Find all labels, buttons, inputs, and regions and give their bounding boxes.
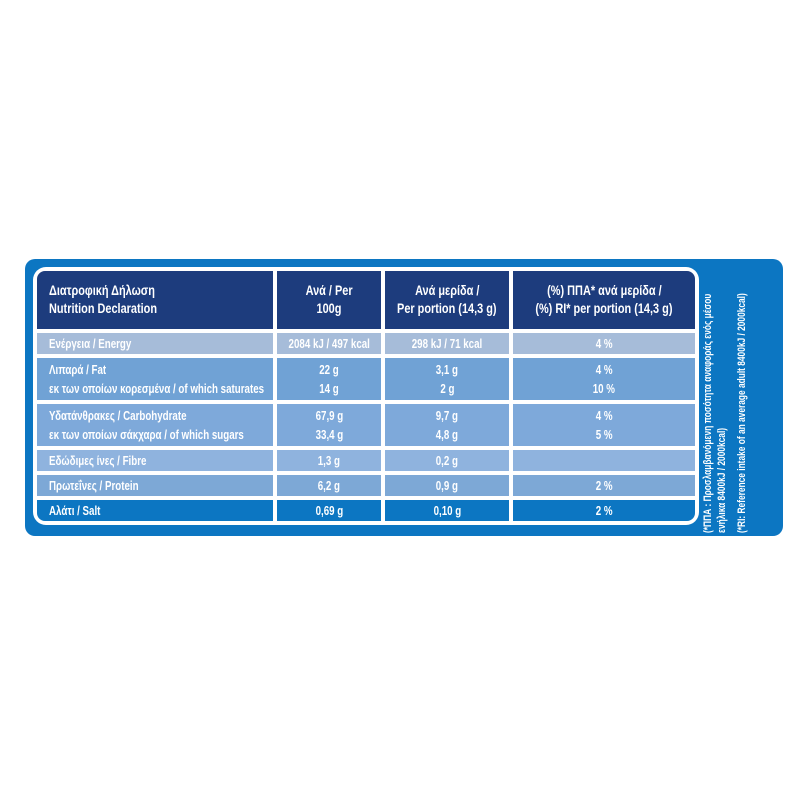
header-per-100g-cell: Ανά / Per 100g <box>277 271 381 329</box>
per-portion-cell: 0,9 g <box>385 475 509 496</box>
per-100g-cell: 1,3 g <box>277 450 381 471</box>
per-100g-value: 67,9 g <box>315 408 343 423</box>
per-100g-value: 0,69 g <box>315 503 343 518</box>
per-100g-value: 2084 kJ / 497 kcal <box>288 336 370 351</box>
ri-value: 4 % <box>595 362 613 377</box>
ri-value: 4 % <box>595 408 613 423</box>
ri-subvalue: 10 % <box>592 381 616 396</box>
table-row-carbohydrate: Υδατάνθρακες / Carbohydrate εκ των οποίω… <box>37 404 695 446</box>
ri-cell: 2 % <box>513 500 695 521</box>
header-ri-line1: (%) ΠΠΑ* ανά μερίδα / <box>546 282 662 298</box>
per-portion-cell: 3,1 g 2 g <box>385 358 509 400</box>
header-per-100g-line2: 100g <box>316 300 342 316</box>
per-portion-value: 0,2 g <box>435 453 459 468</box>
per-100g-cell: 67,9 g 33,4 g <box>277 404 381 446</box>
per-100g-subvalue: 33,4 g <box>315 427 343 442</box>
header-declaration-en: Nutrition Declaration <box>49 300 158 316</box>
row-label-cell: Εδώδιμες ίνες / Fibre <box>37 450 273 471</box>
row-label-cell: Υδατάνθρακες / Carbohydrate εκ των οποίω… <box>37 404 273 446</box>
header-per-portion-cell: Ανά μερίδα / Per portion (14,3 g) <box>385 271 509 329</box>
per-portion-value: 0,9 g <box>435 478 459 493</box>
header-per-100g-line1: Ανά / Per <box>305 282 353 298</box>
per-100g-value: 6,2 g <box>317 478 341 493</box>
row-label: Υδατάνθρακες / Carbohydrate <box>49 408 187 423</box>
row-label-cell: Πρωτεΐνες / Protein <box>37 475 273 496</box>
header-ri-cell: (%) ΠΠΑ* ανά μερίδα / (%) RI* per portio… <box>513 271 695 329</box>
per-100g-subvalue: 14 g <box>319 381 339 396</box>
nutrition-panel: Διατροφική Δήλωση Nutrition Declaration … <box>25 259 783 536</box>
row-label: Πρωτεΐνες / Protein <box>49 478 139 493</box>
header-per-portion-line1: Ανά μερίδα / <box>414 282 480 298</box>
row-label: Ενέργεια / Energy <box>49 336 132 351</box>
per-100g-cell: 0,69 g <box>277 500 381 521</box>
ri-cell: 4 % <box>513 333 695 354</box>
ri-cell: 4 % 5 % <box>513 404 695 446</box>
ri-value: 2 % <box>595 478 613 493</box>
per-portion-cell: 0,2 g <box>385 450 509 471</box>
reference-intake-footnote: (*ΠΠΑ : Προσλαμβανόμενη ποσότητα αναφορά… <box>702 263 782 533</box>
table-row-protein: Πρωτεΐνες / Protein 6,2 g 0,9 g 2 % <box>37 475 695 496</box>
per-portion-value: 3,1 g <box>435 362 459 377</box>
table-row-fat: Λιπαρά / Fat εκ των οποίων κορεσμένα / o… <box>37 358 695 400</box>
per-100g-cell: 6,2 g <box>277 475 381 496</box>
row-label: Αλάτι / Salt <box>49 503 101 518</box>
per-100g-cell: 22 g 14 g <box>277 358 381 400</box>
table-header-row: Διατροφική Δήλωση Nutrition Declaration … <box>37 271 695 329</box>
row-label: Εδώδιμες ίνες / Fibre <box>49 453 147 468</box>
footnote-greek: (*ΠΠΑ : Προσλαμβανόμενη ποσότητα αναφορά… <box>702 263 729 533</box>
footnote-english: (*RI: Reference intake of an average adu… <box>736 263 750 533</box>
nutrition-table: Διατροφική Δήλωση Nutrition Declaration … <box>33 267 699 525</box>
ri-cell: 4 % 10 % <box>513 358 695 400</box>
ri-subvalue: 5 % <box>595 427 613 442</box>
footnote-greek-line2: ενήλικα 8400kJ / 2000kcal) <box>715 427 728 533</box>
per-portion-value: 0,10 g <box>433 503 461 518</box>
per-100g-value: 1,3 g <box>317 453 341 468</box>
footnote-greek-line1: (*ΠΠΑ : Προσλαμβανόμενη ποσότητα αναφορά… <box>702 293 714 533</box>
header-per-portion-line2: Per portion (14,3 g) <box>397 300 497 316</box>
row-sublabel: εκ των οποίων κορεσμένα / of which satur… <box>49 381 265 396</box>
row-label: Λιπαρά / Fat <box>49 362 107 377</box>
per-portion-cell: 9,7 g 4,8 g <box>385 404 509 446</box>
per-portion-subvalue: 2 g <box>439 381 455 396</box>
ri-cell: 2 % <box>513 475 695 496</box>
header-declaration-el: Διατροφική Δήλωση <box>49 282 155 298</box>
per-100g-cell: 2084 kJ / 497 kcal <box>277 333 381 354</box>
header-ri-line2: (%) RI* per portion (14,3 g) <box>535 300 673 316</box>
ri-value: 4 % <box>595 336 613 351</box>
per-portion-cell: 0,10 g <box>385 500 509 521</box>
per-portion-value: 9,7 g <box>435 408 459 423</box>
row-label-cell: Λιπαρά / Fat εκ των οποίων κορεσμένα / o… <box>37 358 273 400</box>
table-row-energy: Ενέργεια / Energy 2084 kJ / 497 kcal 298… <box>37 333 695 354</box>
table-row-fibre: Εδώδιμες ίνες / Fibre 1,3 g 0,2 g <box>37 450 695 471</box>
ri-cell <box>513 450 695 471</box>
per-100g-value: 22 g <box>319 362 339 377</box>
per-portion-value: 298 kJ / 71 kcal <box>411 336 483 351</box>
footnote-english-line1: (*RI: Reference intake of an average adu… <box>736 293 748 533</box>
row-label-cell: Αλάτι / Salt <box>37 500 273 521</box>
row-label-cell: Ενέργεια / Energy <box>37 333 273 354</box>
table-row-salt: Αλάτι / Salt 0,69 g 0,10 g 2 % <box>37 500 695 521</box>
header-declaration-cell: Διατροφική Δήλωση Nutrition Declaration <box>37 271 273 329</box>
ri-value: 2 % <box>595 503 613 518</box>
per-portion-cell: 298 kJ / 71 kcal <box>385 333 509 354</box>
row-sublabel: εκ των οποίων σάκχαρα / of which sugars <box>49 427 244 442</box>
per-portion-subvalue: 4,8 g <box>435 427 459 442</box>
